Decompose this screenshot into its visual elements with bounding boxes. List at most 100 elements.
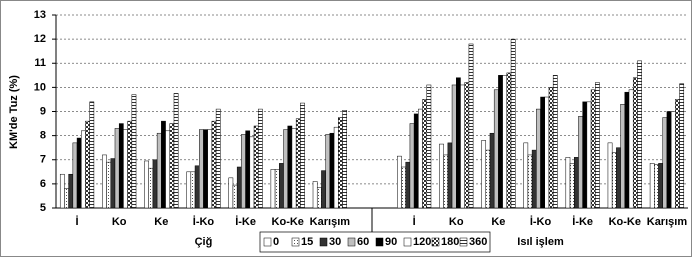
y-tick-label: 6 (40, 178, 46, 190)
bar (194, 165, 200, 209)
bar (64, 188, 69, 209)
y-tick-label: 5 (40, 202, 46, 214)
x-tick-label: Karışım (647, 216, 688, 228)
legend-label: 60 (357, 236, 369, 248)
x-tick-label: İ (413, 215, 416, 228)
bar (552, 75, 558, 209)
bar (199, 129, 204, 209)
bar (203, 129, 208, 209)
bar (287, 125, 293, 209)
group-label: Çiğ (195, 236, 213, 248)
bar (232, 184, 238, 209)
legend-swatch (459, 237, 468, 247)
bar (127, 120, 133, 209)
bar (506, 72, 512, 209)
x-tick-label: İ-Ko (530, 215, 552, 228)
bar (106, 161, 112, 209)
bar (502, 75, 508, 209)
bar (409, 123, 415, 209)
bar (253, 125, 259, 209)
bar (81, 130, 86, 209)
y-tick-label: 12 (34, 33, 46, 45)
bar (590, 89, 596, 209)
bar (595, 82, 600, 209)
bar (582, 101, 588, 209)
bar (439, 143, 444, 209)
x-tick-label: Ko (449, 216, 464, 228)
bar (531, 149, 537, 209)
bar (274, 169, 280, 209)
bar (186, 171, 192, 209)
y-tick-label: 8 (40, 130, 46, 142)
bar (679, 83, 685, 209)
bar (489, 132, 495, 209)
x-tick-label: İ-Ko (193, 215, 215, 228)
bar (468, 43, 474, 209)
legend-swatch (347, 237, 356, 247)
x-tick-label: Ko-Ke (609, 216, 641, 228)
bar (536, 108, 541, 209)
bar (300, 102, 305, 209)
bar (321, 170, 326, 209)
bar (620, 104, 626, 209)
legend-label: 120 (413, 236, 431, 248)
legend-label: 15 (301, 236, 313, 248)
bar (295, 118, 301, 209)
bar (540, 96, 545, 209)
bar (662, 117, 668, 209)
bar (447, 142, 453, 209)
bar (270, 169, 276, 209)
bar (329, 132, 335, 209)
bar (312, 181, 318, 209)
bar (211, 120, 217, 209)
bar (397, 155, 402, 209)
legend-label: 90 (385, 236, 397, 248)
bar (156, 132, 162, 209)
legend-label: 0 (273, 236, 279, 248)
bar (481, 140, 487, 209)
bar (333, 126, 339, 209)
bar (152, 159, 158, 209)
y-tick-label: 7 (40, 154, 46, 166)
y-tick-label: 13 (34, 9, 46, 21)
bar (611, 152, 617, 209)
bar (215, 108, 221, 209)
bar (624, 91, 630, 209)
bar (658, 163, 663, 209)
x-tick-label: Ko-Ke (272, 216, 304, 228)
bar (68, 173, 74, 209)
bar (207, 129, 213, 209)
legend-swatch (319, 237, 328, 247)
bar (291, 128, 297, 209)
bar (72, 142, 78, 209)
bar (131, 94, 137, 209)
bar (161, 120, 166, 209)
bar (632, 77, 638, 209)
bar (342, 110, 347, 209)
legend-swatch (291, 237, 300, 247)
bar (548, 87, 554, 209)
bar (85, 120, 90, 209)
bar (578, 116, 583, 209)
legend-swatch (403, 237, 412, 247)
legend-swatch (263, 237, 272, 247)
bar (485, 149, 491, 209)
bar (616, 147, 621, 209)
bar (114, 128, 120, 209)
x-tick-label: Ke (491, 216, 505, 228)
bar (110, 158, 116, 209)
bar (325, 134, 331, 209)
bar (241, 134, 246, 209)
y-tick-label: 9 (40, 105, 46, 117)
bar (422, 99, 428, 209)
bar (637, 60, 642, 209)
legend-swatch (431, 237, 440, 247)
bar (666, 111, 672, 209)
y-tick-label: 10 (34, 81, 46, 93)
group-label: Isıl işlem (517, 236, 564, 248)
bar (257, 108, 263, 209)
bar (451, 84, 457, 209)
x-tick-label: Ke (154, 216, 168, 228)
legend-box (259, 231, 491, 253)
bar (249, 136, 255, 209)
